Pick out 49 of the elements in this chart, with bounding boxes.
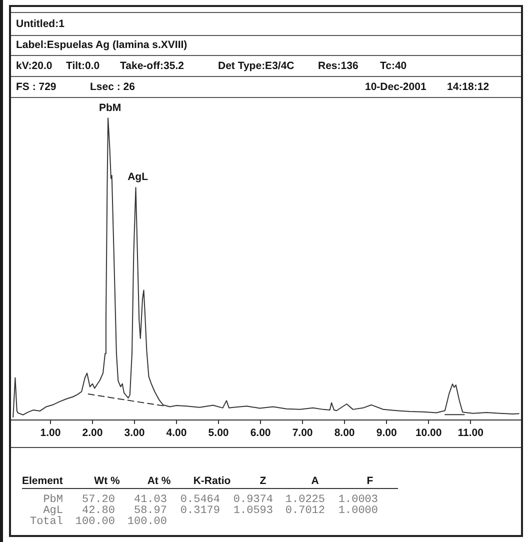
text: K-Ratio <box>193 474 231 488</box>
x-tick-label: 6.00 <box>250 427 271 440</box>
chart-title: Untitled:1 <box>16 17 64 32</box>
x-tick-label: 7.00 <box>292 427 313 440</box>
annotation: PbM <box>98 102 122 114</box>
x-tick-label: 10.00 <box>415 427 442 440</box>
text: 1.0225 <box>285 494 325 506</box>
text: 1.0593 <box>233 505 273 517</box>
text: 0.3179 <box>180 505 220 517</box>
text: kV:20.0 <box>16 59 52 74</box>
text: Element <box>22 474 63 488</box>
text: Tilt:0.0 <box>66 59 100 74</box>
text: 14:18:12 <box>447 80 490 95</box>
text: PbM <box>43 494 63 506</box>
text: 41.03 <box>134 494 167 506</box>
x-tick-label: 4.00 <box>166 427 187 440</box>
text: Det Type:E3/4C <box>218 59 294 74</box>
text: Tc:40 <box>380 59 407 74</box>
annotation: AgL <box>128 171 149 184</box>
text: 1.0000 <box>338 505 378 517</box>
x-tick-label: 8.00 <box>334 427 355 440</box>
text: 100.00 <box>75 516 115 528</box>
x-tick-label: 11.00 <box>458 427 484 440</box>
x-tick-label: 1.00 <box>40 427 61 440</box>
text: F <box>366 474 374 488</box>
x-tick-label: 9.00 <box>376 427 397 440</box>
text: 10-Dec-2001 <box>365 80 426 95</box>
text: 57.20 <box>82 494 115 506</box>
text: Z <box>260 474 266 488</box>
text: 0.7012 <box>285 505 325 517</box>
text: 100.00 <box>127 516 167 528</box>
text: 0.5464 <box>180 494 220 506</box>
text: FS : 729 <box>16 80 56 95</box>
text: 1.0003 <box>338 494 378 506</box>
text: Res:136 <box>318 59 358 74</box>
text: 58.97 <box>134 505 167 517</box>
chart-subtitle: Label:Espuelas Ag (lamina s.XVIII) <box>16 38 188 53</box>
x-tick-label: 5.00 <box>208 427 229 440</box>
text: A <box>311 474 319 488</box>
text: 42.80 <box>82 505 115 517</box>
text: AgL <box>43 505 63 517</box>
text: Lsec : 26 <box>90 80 135 95</box>
text: 0.9374 <box>233 494 273 506</box>
x-tick-label: 2.00 <box>82 427 103 440</box>
text: Wt % <box>94 474 120 488</box>
text: Take-off:35.2 <box>120 59 184 74</box>
x-tick-label: 3.00 <box>124 427 145 440</box>
text: At % <box>147 474 171 488</box>
text: Total <box>30 516 63 528</box>
